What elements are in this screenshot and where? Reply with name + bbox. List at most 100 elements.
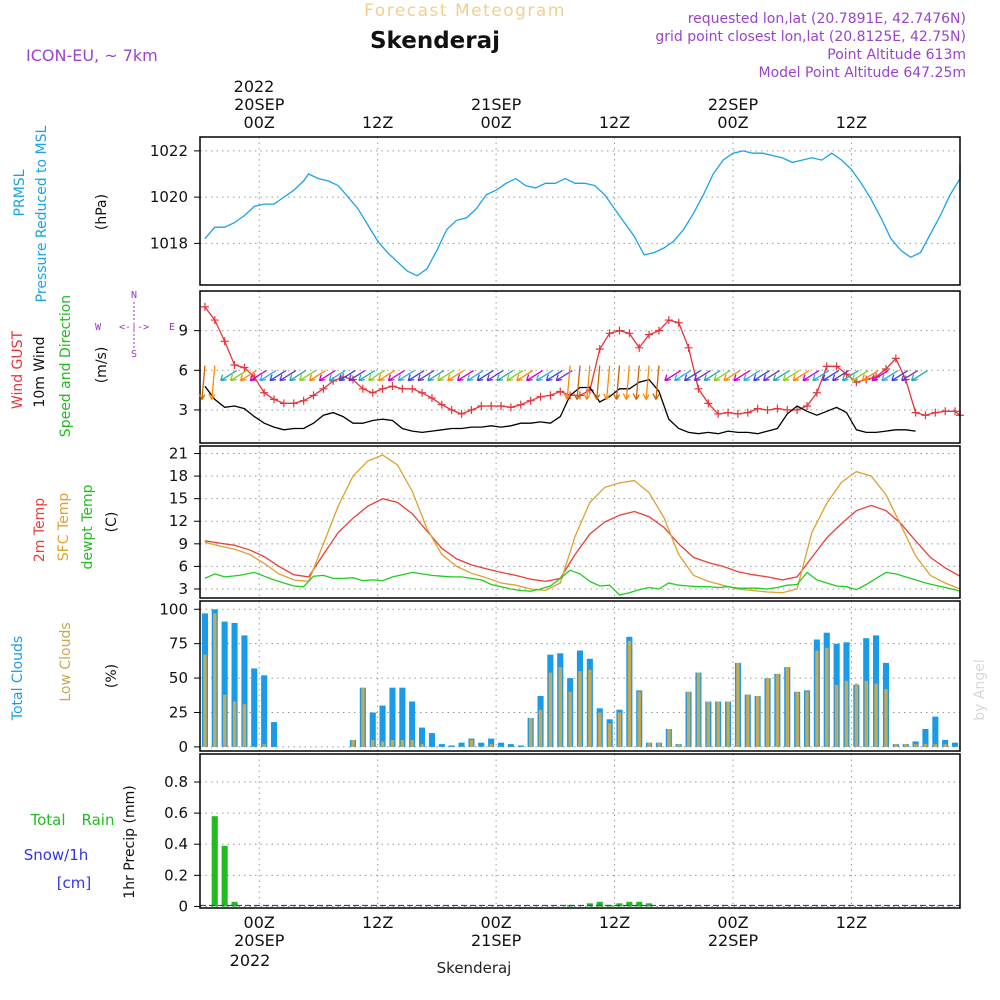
wind-direction-arrow bbox=[299, 370, 316, 382]
top-day-label: 21SEP bbox=[471, 95, 522, 114]
gust-marker bbox=[605, 329, 614, 338]
wind-direction-arrow bbox=[358, 370, 376, 382]
gust-marker bbox=[674, 318, 683, 327]
prmsl-label: PRMSL bbox=[12, 169, 28, 216]
bottom-hour-label: 00Z bbox=[244, 913, 275, 932]
wind-direction-arrow bbox=[910, 370, 928, 382]
wind-direction-arrow bbox=[652, 365, 660, 400]
gust-marker bbox=[368, 388, 377, 397]
low-bar bbox=[815, 650, 819, 747]
gust-marker bbox=[921, 411, 930, 420]
gust-marker bbox=[487, 401, 496, 410]
total-bar bbox=[458, 742, 465, 747]
bottom-hour-label: 12Z bbox=[836, 913, 867, 932]
low-bar bbox=[696, 672, 701, 747]
top-day-label: 22SEP bbox=[708, 95, 759, 114]
wind-direction-arrow bbox=[723, 370, 741, 382]
gust-marker bbox=[615, 326, 624, 335]
low-bar bbox=[361, 687, 365, 747]
low-bar bbox=[686, 691, 691, 747]
gust-marker bbox=[625, 329, 634, 338]
wind-direction-arrow bbox=[642, 365, 650, 400]
low-bar bbox=[223, 694, 227, 747]
total-bar bbox=[241, 635, 248, 747]
gust-marker bbox=[793, 405, 802, 414]
gust-marker bbox=[911, 408, 920, 417]
low-bar bbox=[884, 689, 888, 747]
gust-marker bbox=[388, 382, 397, 391]
total-bar bbox=[498, 742, 505, 747]
wind-direction-arrow bbox=[249, 370, 267, 382]
y-tick-label: 3 bbox=[178, 580, 188, 598]
gust-marker bbox=[220, 337, 229, 346]
wind-direction-arrow bbox=[593, 365, 601, 400]
wind-direction-arrow bbox=[563, 365, 571, 400]
requested-coords: requested lon,lat (20.7891E, 42.7476N) bbox=[688, 11, 966, 27]
dew-label: dewpt Temp bbox=[80, 484, 96, 569]
wind10m-series-line bbox=[204, 378, 916, 435]
wind-direction-arrow bbox=[348, 370, 366, 382]
y-tick-label: 0.4 bbox=[164, 835, 188, 853]
model-label: ICON-EU, ~ 7km bbox=[26, 46, 158, 65]
total-bar bbox=[488, 738, 495, 747]
total-bar bbox=[952, 742, 959, 747]
gust-marker bbox=[694, 384, 703, 393]
rain-bar bbox=[221, 845, 228, 907]
low-bar bbox=[647, 742, 651, 747]
low-bar bbox=[825, 647, 829, 747]
total-bar bbox=[419, 727, 426, 747]
y-tick-label: 0 bbox=[178, 897, 188, 915]
wind-panel: 3 6 9 bbox=[178, 290, 964, 444]
low-bar bbox=[529, 718, 533, 747]
gust-marker bbox=[230, 361, 239, 370]
gust-marker bbox=[733, 409, 742, 418]
gust-marker bbox=[832, 362, 841, 371]
rain-label: Rain bbox=[82, 811, 115, 829]
gust-marker bbox=[724, 408, 733, 417]
sfc-series-line bbox=[204, 454, 961, 594]
bottom-day-label: 21SEP bbox=[471, 931, 522, 950]
wind-direction-arrow bbox=[664, 370, 682, 382]
gust-marker bbox=[427, 394, 436, 403]
wind-direction-arrow bbox=[733, 370, 751, 382]
snow-unit-label: [cm] bbox=[57, 874, 92, 892]
cloud-unit: (%) bbox=[104, 664, 120, 688]
y-tick-label: 1022 bbox=[150, 142, 188, 160]
gust-marker bbox=[398, 384, 407, 393]
total-bar bbox=[517, 745, 524, 747]
low-bar bbox=[548, 672, 553, 747]
bottom-hour-label: 00Z bbox=[480, 913, 511, 932]
wind-direction-arrow bbox=[476, 370, 494, 382]
low-bar bbox=[677, 744, 681, 747]
wind-direction-arrow bbox=[437, 370, 455, 382]
y-tick-label: 100 bbox=[159, 600, 188, 618]
wind-direction-arrow bbox=[812, 370, 830, 382]
wind-direction-arrow bbox=[447, 370, 465, 382]
low-bar bbox=[558, 667, 562, 747]
wind-direction-arrow bbox=[516, 370, 534, 382]
gust-marker bbox=[941, 407, 950, 416]
gust-marker bbox=[714, 409, 723, 418]
y-tick-label: 9 bbox=[178, 322, 188, 340]
precip-panel: 0 0.2 0.4 0.6 0.8 bbox=[164, 753, 961, 915]
bottom-hour-label: 12Z bbox=[599, 913, 630, 932]
total-bar bbox=[448, 745, 455, 747]
wind-direction-arrow bbox=[674, 370, 692, 382]
gust-marker bbox=[210, 316, 219, 325]
gust-marker bbox=[763, 405, 772, 414]
wind-direction-arrow bbox=[772, 370, 790, 382]
wind-direction-arrow bbox=[328, 370, 346, 382]
wind10m-label: 10m Wind bbox=[32, 336, 48, 407]
total-cloud-label: Total Clouds bbox=[10, 636, 26, 721]
gust-marker bbox=[418, 388, 427, 397]
gridpoint-coords: grid point closest lon,lat (20.8125E, 42… bbox=[655, 29, 966, 45]
t2m-series-line bbox=[204, 498, 961, 583]
low-bar bbox=[805, 691, 809, 747]
wind-direction-arrow bbox=[397, 370, 415, 382]
y-tick-label: 0 bbox=[178, 738, 188, 756]
wind-direction-arrow bbox=[683, 370, 701, 382]
wind-direction-arrow bbox=[762, 370, 780, 382]
y-tick-label: 25 bbox=[169, 703, 188, 721]
wind-direction-arrow bbox=[871, 370, 889, 382]
pressure-frame bbox=[199, 136, 961, 286]
